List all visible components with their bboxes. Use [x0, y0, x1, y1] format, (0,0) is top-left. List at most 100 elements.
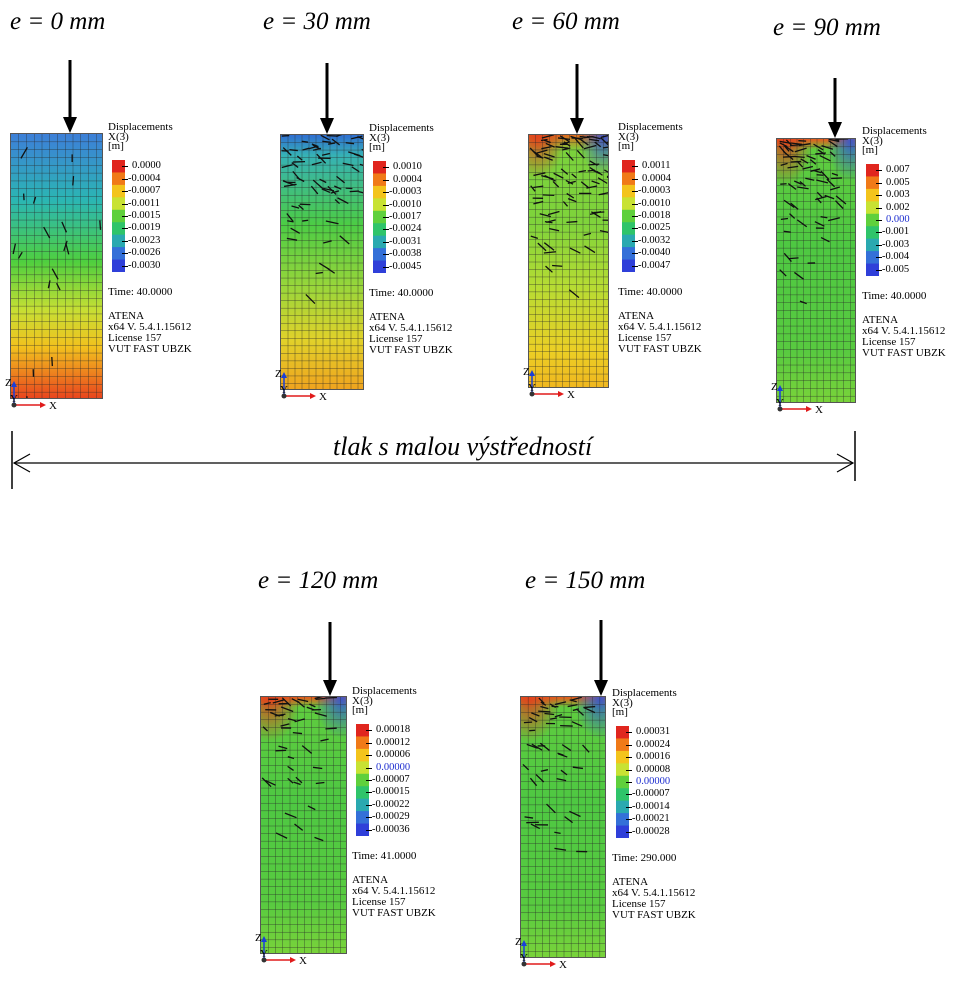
colorbar-segment [112, 160, 125, 173]
colorbar [112, 160, 125, 272]
colorbar-tick-label: -0.0047 [638, 259, 671, 271]
column-displacement-field [520, 696, 606, 958]
colorbar-tick-label: -0.00021 [632, 813, 670, 825]
colorbar-tick-label: 0.000 [886, 214, 910, 225]
axis-y-label: Y [776, 397, 784, 409]
software-info-line: ATENA [108, 310, 145, 322]
software-info-line: VUT FAST UBZK [108, 343, 192, 355]
colorbar-segment [373, 173, 386, 187]
colorbar-tick [626, 794, 632, 796]
colorbar-tick [366, 767, 372, 769]
software-info-line: License 157 [862, 336, 916, 348]
software-info-line: ATENA [369, 311, 406, 323]
colorbar-tick-label: -0.003 [882, 238, 910, 250]
eccentricity-label-90: e = 90 mm [773, 14, 881, 41]
axis-x-label: X [299, 955, 307, 966]
axis-x-label: X [319, 391, 327, 402]
colorbar-tick [122, 178, 128, 180]
colorbar-segment [356, 773, 369, 787]
colorbar-tick-label: 0.0004 [642, 172, 671, 184]
legend-title-line: [m] [352, 704, 368, 716]
legend-title-line: Displacements [612, 687, 677, 699]
axis-z-label: Z [5, 377, 12, 389]
colorbar-segment [373, 185, 386, 199]
colorbar-segment [112, 234, 125, 248]
time-label: Time: 40.0000 [862, 290, 927, 302]
colorbar-tick [383, 217, 389, 218]
axis-z-label: Z [523, 366, 530, 378]
colorbar-segment [616, 788, 629, 802]
colorbar-tick [366, 755, 372, 757]
colorbar-tick-label: -0.005 [882, 263, 910, 275]
colorbar-segment [866, 226, 879, 240]
colorbar-tick-label: 0.00008 [636, 763, 671, 775]
column-displacement-field [280, 134, 364, 390]
software-info-line: x64 V. 5.4.1.15612 [108, 321, 192, 333]
time-label: Time: 40.0000 [369, 287, 434, 299]
time-label: Time: 40.0000 [618, 286, 683, 298]
colorbar-tick-label: 0.0004 [393, 173, 422, 185]
load-arrow [320, 63, 334, 134]
colorbar-segment [622, 234, 635, 248]
colorbar-tick-label: -0.0011 [128, 197, 160, 209]
colorbar-tick [632, 203, 638, 205]
software-info-line: VUT FAST UBZK [352, 907, 436, 919]
colorbar-tick [122, 253, 128, 255]
colorbar-segment [356, 748, 369, 762]
colorbar-tick [876, 269, 882, 271]
colorbar-tick-label: -0.0017 [389, 211, 422, 222]
software-info-line: ATENA [612, 876, 649, 888]
software-info-line: x64 V. 5.4.1.15612 [612, 887, 696, 899]
colorbar-tick [383, 192, 389, 194]
colorbar-segment [356, 736, 369, 750]
colorbar-tick-label: -0.00028 [632, 825, 670, 837]
colorbar-tick [876, 232, 882, 234]
axis-x-label: X [567, 389, 575, 400]
colorbar-tick [876, 257, 882, 259]
column-displacement-field [776, 138, 856, 403]
axis-z-label: Z [255, 932, 262, 944]
colorbar-segment [373, 248, 386, 262]
colorbar-segment [373, 198, 386, 212]
load-arrow [323, 622, 337, 696]
load-arrow [63, 60, 77, 133]
software-info-line: x64 V. 5.4.1.15612 [862, 325, 946, 337]
axis-z-label: Z [515, 936, 522, 948]
colorbar-tick-label: -0.0025 [638, 222, 671, 234]
colorbar-segment [616, 738, 629, 752]
axis-y-label: Y [260, 948, 268, 960]
colorbar-tick [366, 730, 372, 732]
colorbar-tick-label: -0.0023 [128, 234, 161, 246]
legend-title-line: X(3) [618, 131, 639, 143]
axis-y-label: Y [528, 382, 536, 394]
colorbar-tick-label: -0.0026 [128, 247, 161, 259]
legend-title-line: [m] [862, 144, 878, 156]
colorbar-tick [632, 191, 638, 193]
eccentricity-range-arrow [11, 431, 856, 489]
colorbar-tick [122, 228, 128, 230]
colorbar-tick [876, 195, 882, 197]
software-info-line: x64 V. 5.4.1.15612 [352, 885, 436, 897]
colorbar-tick-label: -0.00007 [372, 774, 410, 785]
colorbar-segment [356, 798, 369, 812]
colorbar-tick-label: 0.003 [886, 189, 910, 201]
colorbar-tick [383, 241, 389, 243]
colorbar-tick-label: -0.0031 [389, 235, 422, 247]
colorbar-tick [876, 170, 882, 172]
colorbar-tick [366, 742, 372, 744]
colorbar-tick-label: 0.00024 [636, 738, 671, 750]
legend-title: Displacements X(3) [m] [862, 126, 927, 156]
colorbar-tick-label: 0.00031 [636, 726, 671, 738]
legend-title-line: Displacements [352, 685, 417, 697]
software-info-line: VUT FAST UBZK [618, 343, 702, 355]
software-info-line: VUT FAST UBZK [612, 909, 696, 921]
axis-y-label: Y [520, 952, 528, 964]
axis-triad: Z X Y [5, 377, 57, 411]
colorbar-segment [112, 184, 125, 198]
software-info-line: License 157 [612, 898, 666, 910]
colorbar-segment [866, 251, 879, 265]
axis-x-label: X [815, 404, 823, 415]
colorbar [622, 160, 635, 272]
software-info-line: ATENA [618, 310, 655, 322]
colorbar-segment [622, 222, 635, 236]
